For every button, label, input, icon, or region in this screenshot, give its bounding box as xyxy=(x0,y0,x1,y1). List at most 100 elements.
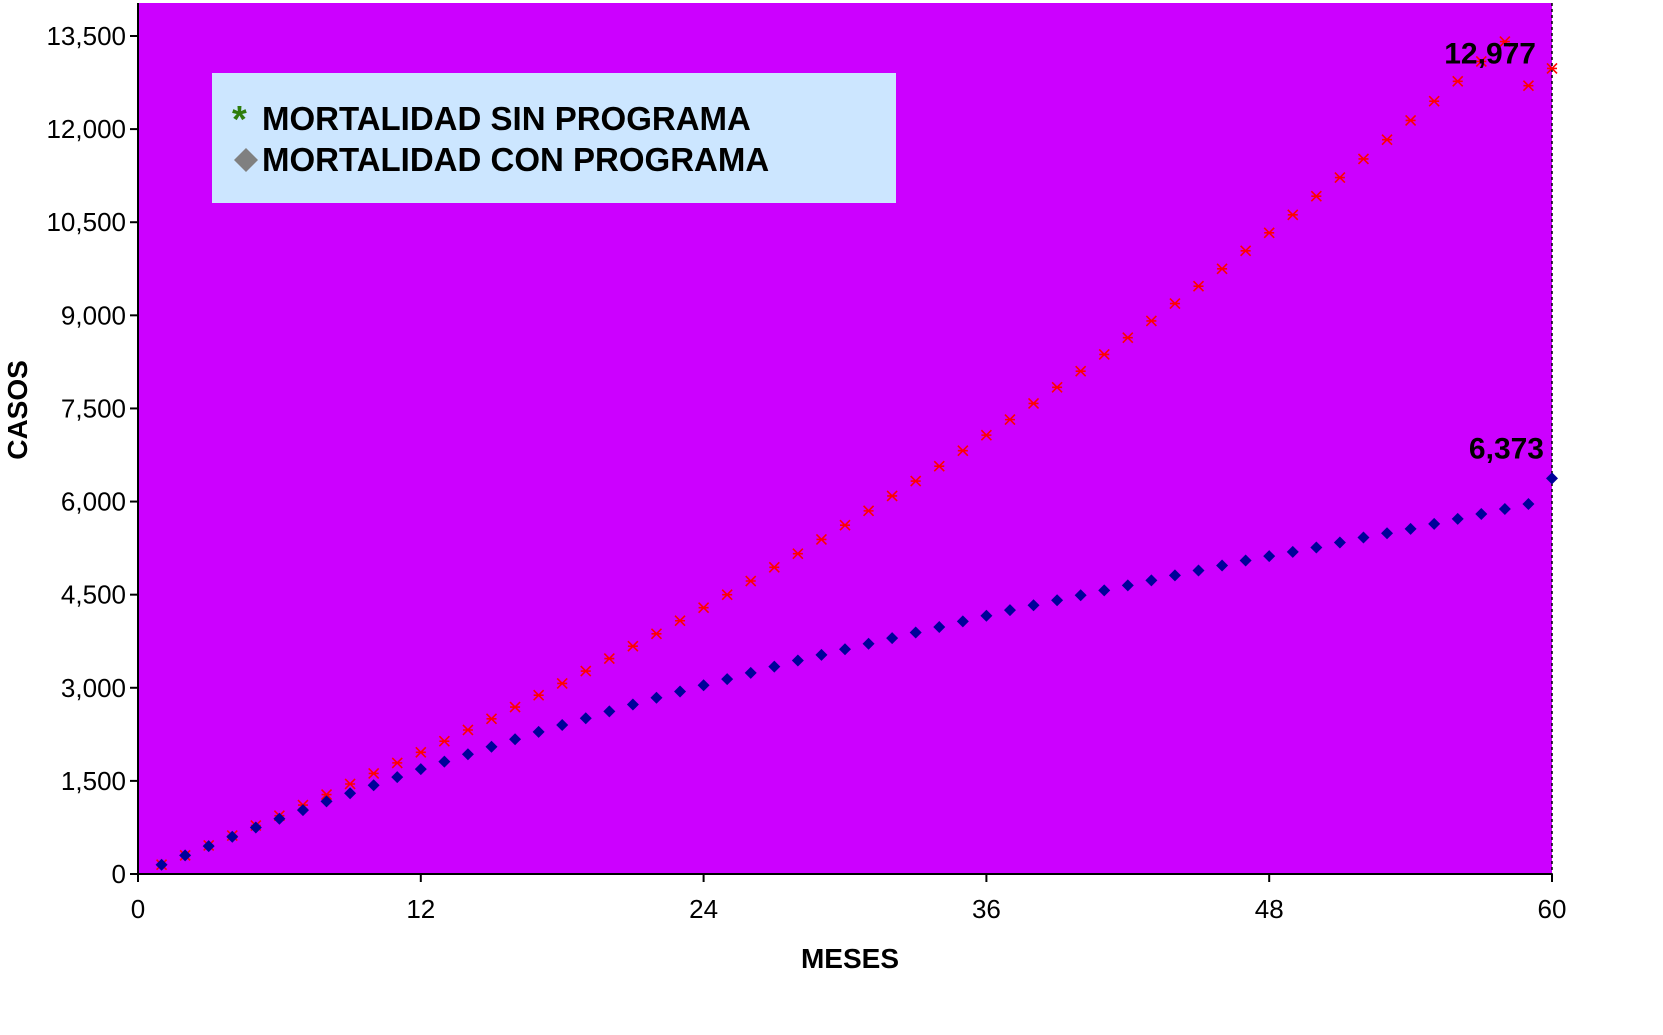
data-point-asterisk xyxy=(415,746,427,758)
end-label-con-programa: 6,373 xyxy=(1469,432,1544,465)
data-point-asterisk xyxy=(910,475,922,487)
data-point-diamond xyxy=(1003,604,1016,617)
data-point-diamond xyxy=(1027,599,1040,612)
data-point-asterisk xyxy=(745,575,757,587)
data-point-diamond xyxy=(179,849,192,862)
data-point-diamond xyxy=(1168,569,1181,582)
data-point-diamond xyxy=(1451,512,1464,525)
data-point-asterisk xyxy=(839,519,851,531)
data-point-diamond xyxy=(391,771,404,784)
data-point-diamond xyxy=(1310,541,1323,554)
data-point-asterisk xyxy=(768,561,780,573)
data-point-diamond xyxy=(485,740,498,753)
y-tick-label: 7,500 xyxy=(61,393,126,423)
y-tick-label: 13,500 xyxy=(46,21,126,51)
data-point-diamond xyxy=(1121,579,1134,592)
data-point-asterisk xyxy=(580,665,592,677)
data-point-asterisk xyxy=(815,533,827,545)
y-tick-label: 6,000 xyxy=(61,487,126,517)
data-point-diamond xyxy=(839,643,851,656)
data-point-diamond xyxy=(320,795,333,808)
data-point-diamond xyxy=(815,648,828,661)
data-point-diamond xyxy=(626,698,639,711)
data-point-asterisk xyxy=(344,778,356,790)
data-point-diamond xyxy=(556,719,569,732)
y-tick-label: 10,500 xyxy=(46,207,126,237)
legend-marker-sin-programa: * xyxy=(232,99,247,141)
data-point-asterisk xyxy=(1546,62,1558,75)
data-point-diamond xyxy=(1192,564,1205,577)
data-point-asterisk xyxy=(1357,153,1370,165)
data-point-asterisk xyxy=(1522,80,1534,92)
y-tick-label: 3,000 xyxy=(61,673,126,703)
data-point-asterisk xyxy=(792,548,804,560)
legend-label-sin-programa: MORTALIDAD SIN PROGRAMA xyxy=(262,100,751,137)
legend-label-con-programa: MORTALIDAD CON PROGRAMA xyxy=(262,141,769,178)
data-point-asterisk xyxy=(1428,95,1440,107)
data-point-diamond xyxy=(344,787,357,800)
data-point-diamond xyxy=(1098,584,1111,597)
data-point-diamond xyxy=(414,763,427,776)
y-axis: 0 1,500 3,000 4,500 6,000 7,500 9,000 10,500 12,… xyxy=(46,21,138,889)
data-point-asterisk xyxy=(1499,36,1511,48)
data-point-asterisk xyxy=(1381,134,1393,146)
data-point-asterisk xyxy=(721,589,733,601)
y-tick-label: 1,500 xyxy=(61,766,126,796)
data-point-asterisk xyxy=(1287,209,1299,221)
x-tick-label: 12 xyxy=(406,894,435,924)
data-point-diamond xyxy=(956,615,969,628)
data-point-diamond xyxy=(1286,545,1299,558)
y-tick-label: 4,500 xyxy=(61,580,126,610)
data-point-asterisk xyxy=(1051,381,1063,393)
x-axis-title: MESES xyxy=(801,943,899,974)
data-point-asterisk xyxy=(1192,280,1205,292)
data-point-asterisk xyxy=(320,788,333,801)
data-point-diamond xyxy=(1522,498,1535,511)
x-tick-label: 48 xyxy=(1255,894,1284,924)
data-point-asterisk xyxy=(863,505,875,517)
data-point-diamond xyxy=(155,858,168,871)
data-point-asterisk xyxy=(391,757,403,769)
data-point-diamond xyxy=(1333,536,1346,549)
data-point-asterisk xyxy=(698,602,710,614)
data-point-diamond xyxy=(1051,594,1064,607)
data-point-asterisk xyxy=(674,615,686,627)
data-point-diamond xyxy=(603,705,616,718)
data-point-diamond xyxy=(909,626,922,639)
data-point-diamond xyxy=(296,804,309,817)
data-point-asterisk xyxy=(1122,332,1134,344)
data-point-diamond xyxy=(1357,531,1370,544)
y-tick-label: 0 xyxy=(112,859,126,889)
data-point-diamond xyxy=(509,733,522,746)
data-point-asterisk xyxy=(1169,297,1181,310)
data-point-diamond xyxy=(650,691,663,704)
data-point-asterisk xyxy=(438,735,450,747)
data-point-diamond xyxy=(249,821,262,834)
x-tick-label: 0 xyxy=(131,894,145,924)
data-point-asterisk xyxy=(627,640,639,652)
data-point-asterisk xyxy=(1405,114,1417,126)
x-tick-label: 24 xyxy=(689,894,718,924)
data-point-diamond xyxy=(1475,507,1488,520)
x-tick-label: 60 xyxy=(1538,894,1567,924)
legend-box xyxy=(212,73,896,203)
data-point-asterisk xyxy=(1075,365,1087,377)
data-point-diamond xyxy=(1381,527,1394,540)
data-point-diamond xyxy=(579,712,592,725)
data-point-asterisk xyxy=(462,724,474,736)
data-point-diamond xyxy=(674,685,687,698)
data-point-diamond xyxy=(862,637,875,650)
data-point-asterisk xyxy=(556,677,568,689)
data-point-diamond xyxy=(1428,517,1441,530)
data-point-asterisk xyxy=(886,490,898,502)
data-point-asterisk xyxy=(980,429,992,441)
data-point-asterisk xyxy=(1475,55,1487,68)
data-point-diamond xyxy=(1546,472,1558,485)
data-point-diamond xyxy=(791,654,804,667)
data-point-diamond xyxy=(1074,589,1087,602)
data-point-asterisk xyxy=(1310,190,1322,202)
data-point-asterisk xyxy=(933,460,945,472)
data-point-asterisk xyxy=(1145,315,1157,327)
data-point-asterisk xyxy=(485,713,498,725)
y-tick-label: 12,000 xyxy=(46,114,126,144)
